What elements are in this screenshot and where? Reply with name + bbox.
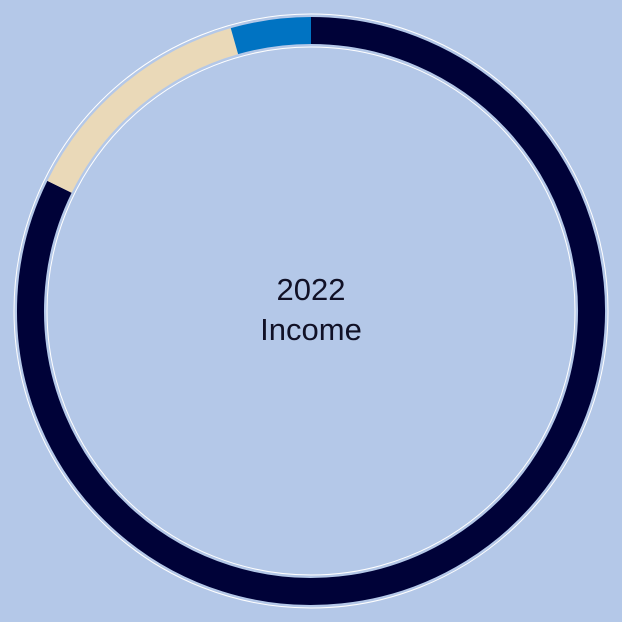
- donut-segment: [17, 17, 605, 605]
- center-label: 2022: [277, 272, 346, 307]
- donut-segment: [47, 28, 239, 193]
- center-label: Income: [260, 312, 362, 347]
- outer-ring-line: [13, 13, 609, 609]
- donut-segment: [230, 17, 312, 55]
- inner-ring-line: [46, 46, 576, 576]
- donut-segments: [17, 17, 605, 605]
